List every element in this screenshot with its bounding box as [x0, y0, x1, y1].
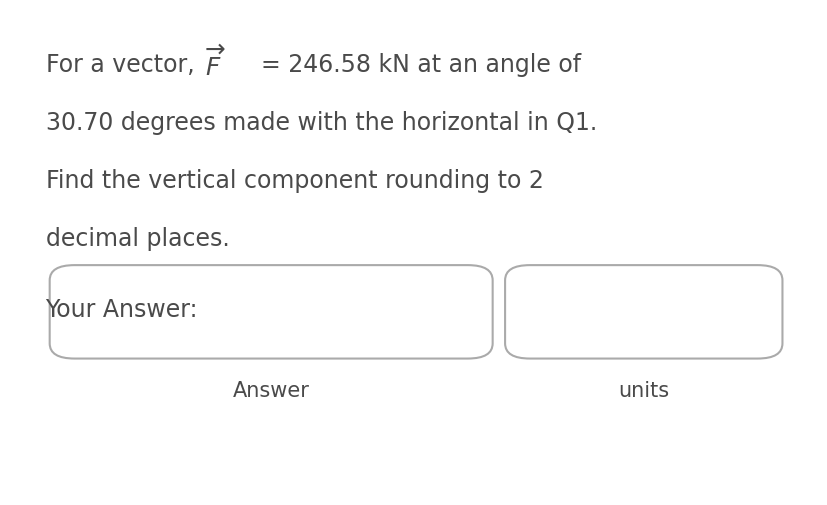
Text: Answer: Answer: [232, 381, 309, 401]
Text: decimal places.: decimal places.: [45, 227, 229, 251]
FancyBboxPatch shape: [504, 265, 782, 359]
Text: Your Answer:: Your Answer:: [45, 298, 198, 322]
Text: Find the vertical component rounding to 2: Find the vertical component rounding to …: [45, 169, 543, 193]
Text: $\overrightarrow{F}$: $\overrightarrow{F}$: [205, 45, 225, 81]
Text: units: units: [618, 381, 668, 401]
FancyBboxPatch shape: [50, 265, 492, 359]
Text: 30.70 degrees made with the horizontal in Q1.: 30.70 degrees made with the horizontal i…: [45, 111, 596, 135]
Text: For a vector,: For a vector,: [45, 53, 194, 77]
Text: = 246.58 kN at an angle of: = 246.58 kN at an angle of: [261, 53, 581, 77]
